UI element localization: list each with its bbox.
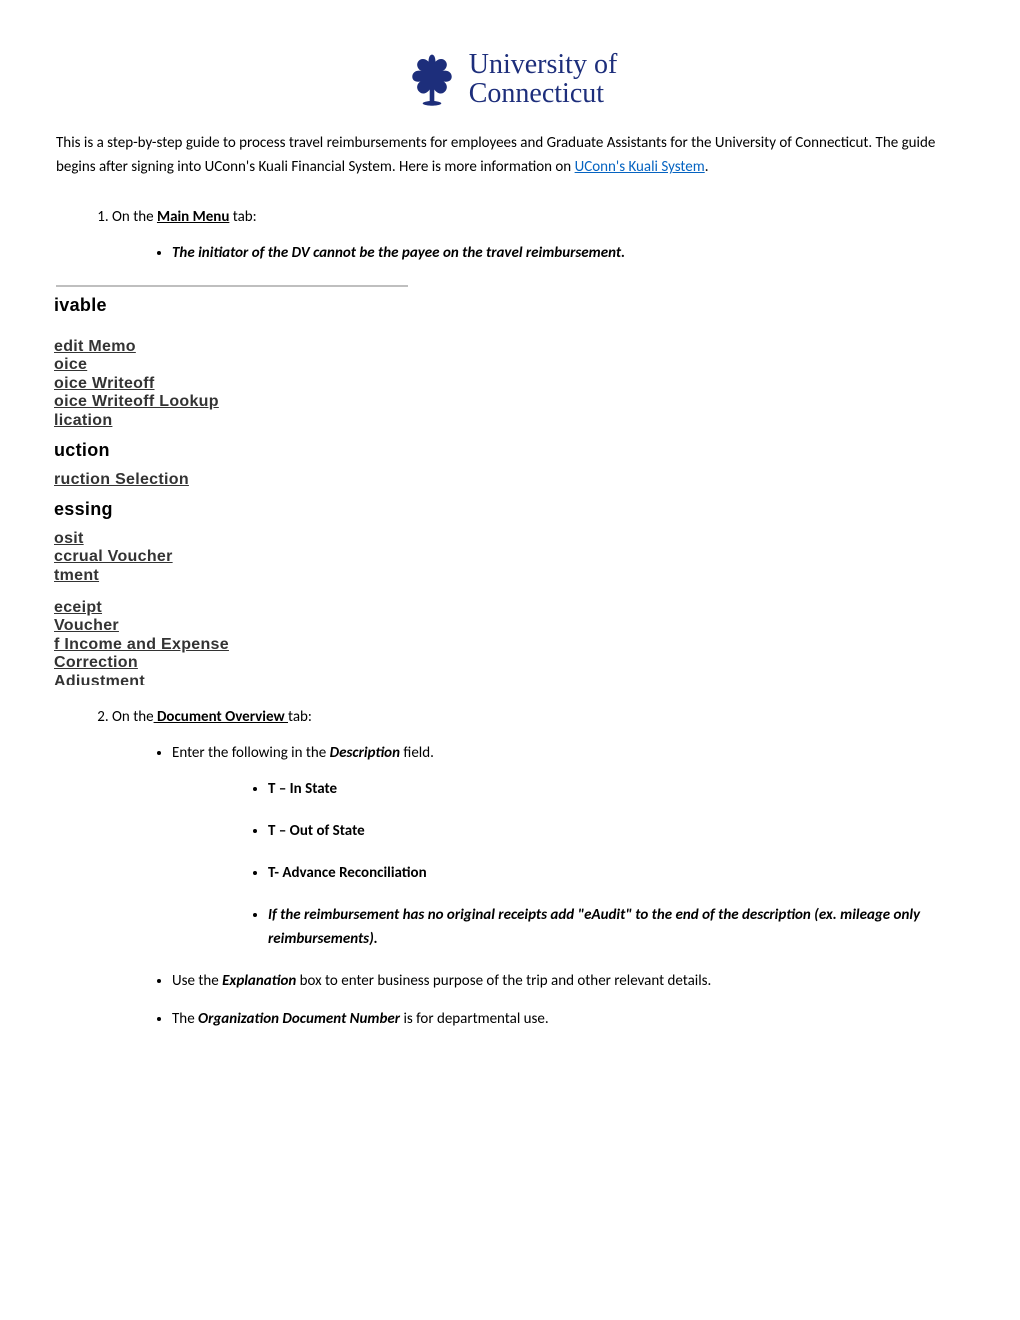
uconn-logo: University of Connecticut — [403, 50, 618, 109]
heading-essing: essing — [54, 499, 964, 520]
menu-link[interactable]: oice — [54, 356, 964, 374]
sub3-before: The — [172, 1010, 198, 1028]
heading-uction: uction — [54, 440, 964, 461]
intro-text-after: . — [705, 158, 709, 176]
option-eaudit-note: If the reimbursement has no original rec… — [268, 903, 964, 951]
intro-text-before: This is a step-by-step guide to process … — [56, 134, 935, 176]
menu-link[interactable]: f Income and Expense — [54, 636, 964, 654]
menu-link[interactable]: eceipt — [54, 599, 964, 617]
step1-bullets: The initiator of the DV cannot be the pa… — [112, 241, 964, 265]
sub3-after: is for departmental use. — [400, 1010, 549, 1028]
sub2-field: Explanation — [222, 972, 296, 990]
menu-group-1: edit Memo oice oice Writeoff oice Writeo… — [54, 338, 964, 430]
step1-tab-name: Main Menu — [157, 208, 229, 226]
menu-link[interactable]: oice Writeoff — [54, 375, 964, 393]
step-2: On the Document Overview tab: Enter the … — [112, 705, 964, 1031]
step2-sub2: Use the Explanation box to enter busines… — [172, 969, 964, 993]
menu-link[interactable]: oice Writeoff Lookup — [54, 393, 964, 411]
sub1-before: Enter the following in the — [172, 744, 330, 762]
sub1-after: field. — [400, 744, 434, 762]
menu-group-3b: eceipt Voucher f Income and Expense Corr… — [54, 599, 964, 685]
menu-link[interactable]: osit — [54, 530, 964, 548]
step1-suffix: tab: — [229, 208, 256, 226]
option-out-of-state: T – Out of State — [268, 819, 964, 843]
step1-bullet-text: The initiator of the DV cannot be the pa… — [172, 244, 625, 262]
step-1: On the Main Menu tab: The initiator of t… — [112, 205, 964, 265]
option-in-state: T – In State — [268, 777, 964, 801]
sub1-field: Description — [330, 744, 400, 762]
step2-tab-name: Document Overview — [154, 708, 288, 726]
menu-link[interactable]: tment — [54, 567, 964, 585]
menu-group-2: ruction Selection — [54, 471, 964, 489]
logo-line2: Connecticut — [469, 79, 618, 108]
kuali-system-link[interactable]: UConn's Kuali System — [575, 158, 705, 176]
step2-sub3: The Organization Document Number is for … — [172, 1007, 964, 1031]
step2-sub1: Enter the following in the Description f… — [172, 741, 964, 951]
step2-suffix: tab: — [288, 708, 312, 726]
step2-bullets: Enter the following in the Description f… — [112, 741, 964, 1031]
intro-paragraph: This is a step-by-step guide to process … — [56, 131, 964, 179]
menu-link[interactable]: Correction — [54, 654, 964, 672]
steps-list: On the Main Menu tab: The initiator of t… — [56, 205, 964, 265]
menu-link[interactable]: Adjustment — [54, 673, 964, 685]
menu-group-3a: osit ccrual Voucher tment — [54, 530, 964, 585]
logo-text: University of Connecticut — [469, 50, 618, 109]
option-advance-reconciliation: T- Advance Reconciliation — [268, 861, 964, 885]
step1-bullet-1: The initiator of the DV cannot be the pa… — [172, 241, 964, 265]
logo-container: University of Connecticut — [56, 50, 964, 113]
steps-list-continued: On the Document Overview tab: Enter the … — [56, 705, 964, 1031]
document-page: University of Connecticut This is a step… — [0, 0, 1020, 1091]
menu-link[interactable]: ccrual Voucher — [54, 548, 964, 566]
sub2-after: box to enter business purpose of the tri… — [296, 972, 711, 990]
kuali-menu-screenshot: ivable edit Memo oice oice Writeoff oice… — [54, 295, 964, 684]
screenshot-divider — [56, 285, 408, 287]
step2-prefix: On the — [112, 708, 154, 726]
sub3-field: Organization Document Number — [198, 1010, 400, 1028]
menu-link[interactable]: edit Memo — [54, 338, 964, 356]
logo-line1: University of — [469, 50, 618, 79]
oak-leaf-icon — [403, 50, 461, 108]
heading-receivable: ivable — [54, 295, 964, 316]
menu-link[interactable]: lication — [54, 412, 964, 430]
step1-prefix: On the — [112, 208, 157, 226]
description-options: T – In State T – Out of State T- Advance… — [172, 777, 964, 951]
sub2-before: Use the — [172, 972, 222, 990]
menu-link[interactable]: Voucher — [54, 617, 964, 635]
menu-link[interactable]: ruction Selection — [54, 471, 964, 489]
